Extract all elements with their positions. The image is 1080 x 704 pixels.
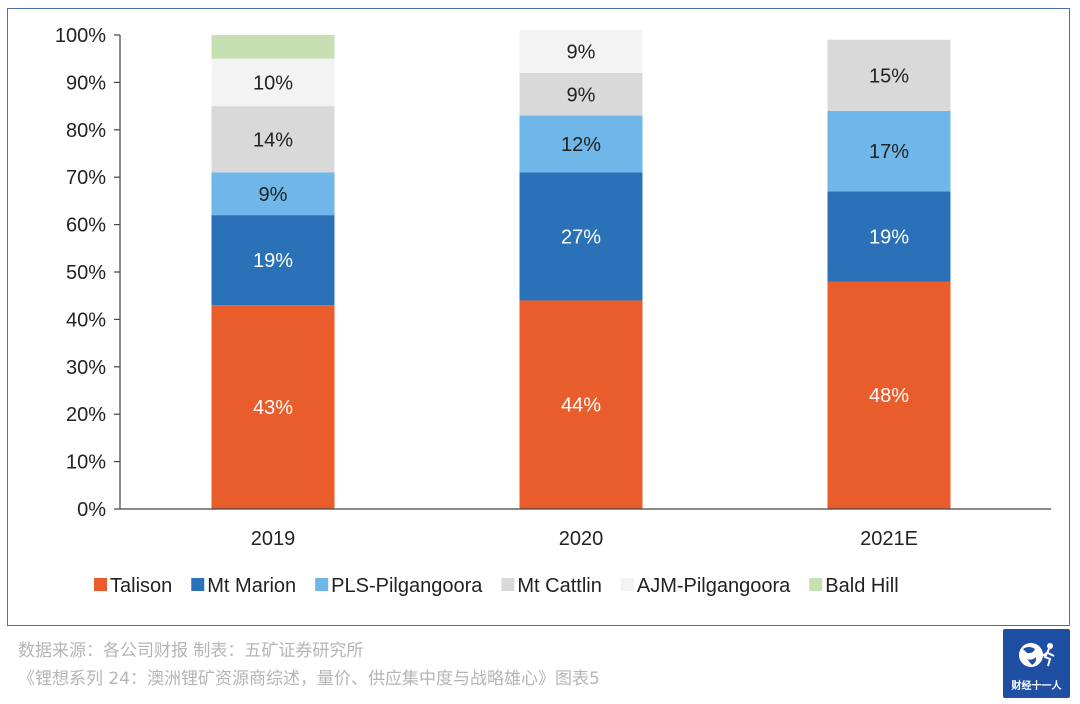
- data-label: 10%: [253, 72, 293, 94]
- bar-segment: [211, 172, 335, 216]
- legend-item: AJM-Pilgangoora: [620, 575, 791, 597]
- data-label: 44%: [561, 395, 601, 417]
- bar-segment: [519, 115, 643, 173]
- x-tick-label: 2021E: [860, 528, 918, 550]
- bar-segment: [519, 72, 643, 116]
- bar-segment: [211, 58, 335, 107]
- data-label: 14%: [253, 129, 293, 151]
- legend-swatch: [191, 578, 205, 591]
- legend-label: Bald Hill: [825, 575, 898, 597]
- legend-label: AJM-Pilgangoora: [637, 575, 791, 597]
- legend-label: PLS-Pilgangoora: [331, 575, 483, 597]
- y-tick-label: 100%: [55, 25, 106, 47]
- y-tick-label: 30%: [66, 357, 106, 379]
- source-note: 数据来源：各公司财报 制表：五矿证券研究所: [18, 641, 364, 661]
- y-tick-label: 70%: [66, 167, 106, 189]
- bar-segment: [827, 110, 951, 192]
- stacked-bar-chart: 0% 10% 20% 30% 40% 50% 60% 70% 80% 90% 100% 2019 202…: [55, 25, 1051, 597]
- data-label: 9%: [567, 84, 596, 106]
- x-tick-label: 2020: [559, 528, 604, 550]
- legend-item: Mt Marion: [191, 575, 296, 597]
- x-tick-label: 2019: [251, 528, 296, 550]
- legend-swatch: [94, 578, 107, 591]
- bar-segment: [211, 215, 335, 306]
- legend-swatch: [809, 578, 823, 591]
- bar-segment: [827, 281, 951, 509]
- data-label: 9%: [259, 184, 288, 206]
- bar-segment: [827, 191, 951, 282]
- legend-label: Mt Cattlin: [517, 575, 601, 597]
- legend-item: Bald Hill: [809, 575, 899, 597]
- y-tick-label: 10%: [66, 452, 106, 474]
- y-tick-label: 20%: [66, 404, 106, 426]
- legend-label: Mt Marion: [207, 575, 296, 597]
- y-tick-label: 90%: [66, 72, 106, 94]
- brand-logo: 财经十一人: [1003, 629, 1070, 698]
- data-label: 43%: [253, 397, 293, 419]
- data-label: 9%: [567, 42, 596, 64]
- bar-segment: [827, 39, 951, 111]
- data-label: 17%: [869, 141, 909, 163]
- legend-item: Mt Cattlin: [501, 575, 602, 597]
- bar-segment: [519, 30, 643, 73]
- legend-swatch: [315, 578, 329, 591]
- y-tick-label: 80%: [66, 120, 106, 142]
- bar-segment: [211, 35, 335, 59]
- data-label: 15%: [869, 65, 909, 87]
- bar-segment: [519, 300, 643, 509]
- logo-text: 财经十一人: [1011, 681, 1062, 692]
- y-tick-label: 60%: [66, 215, 106, 237]
- data-label: 27%: [561, 226, 601, 248]
- y-tick-label: 0%: [77, 499, 106, 521]
- bar-segment: [519, 172, 643, 301]
- legend-swatch: [501, 578, 515, 591]
- legend-item: PLS-Pilgangoora: [315, 575, 483, 597]
- data-label: 19%: [253, 250, 293, 272]
- legend-item: Talison: [94, 575, 172, 597]
- bar-segment: [211, 305, 335, 509]
- data-label: 12%: [561, 134, 601, 156]
- legend-label: Talison: [110, 575, 172, 597]
- legend-swatch: [620, 578, 634, 591]
- chart-frame: 0% 10% 20% 30% 40% 50% 60% 70% 80% 90% 100% 2019 202…: [7, 8, 1070, 626]
- y-tick-label: 40%: [66, 309, 106, 331]
- bar-segment: [211, 106, 335, 173]
- globe-runner-icon: [1019, 643, 1055, 667]
- data-label: 48%: [869, 385, 909, 407]
- data-label: 19%: [869, 226, 909, 248]
- y-tick-label: 50%: [66, 262, 106, 284]
- figure-caption: 《锂想系列 24：澳洲锂矿资源商综述，量价、供应集中度与战略雄心》图表5: [18, 669, 600, 689]
